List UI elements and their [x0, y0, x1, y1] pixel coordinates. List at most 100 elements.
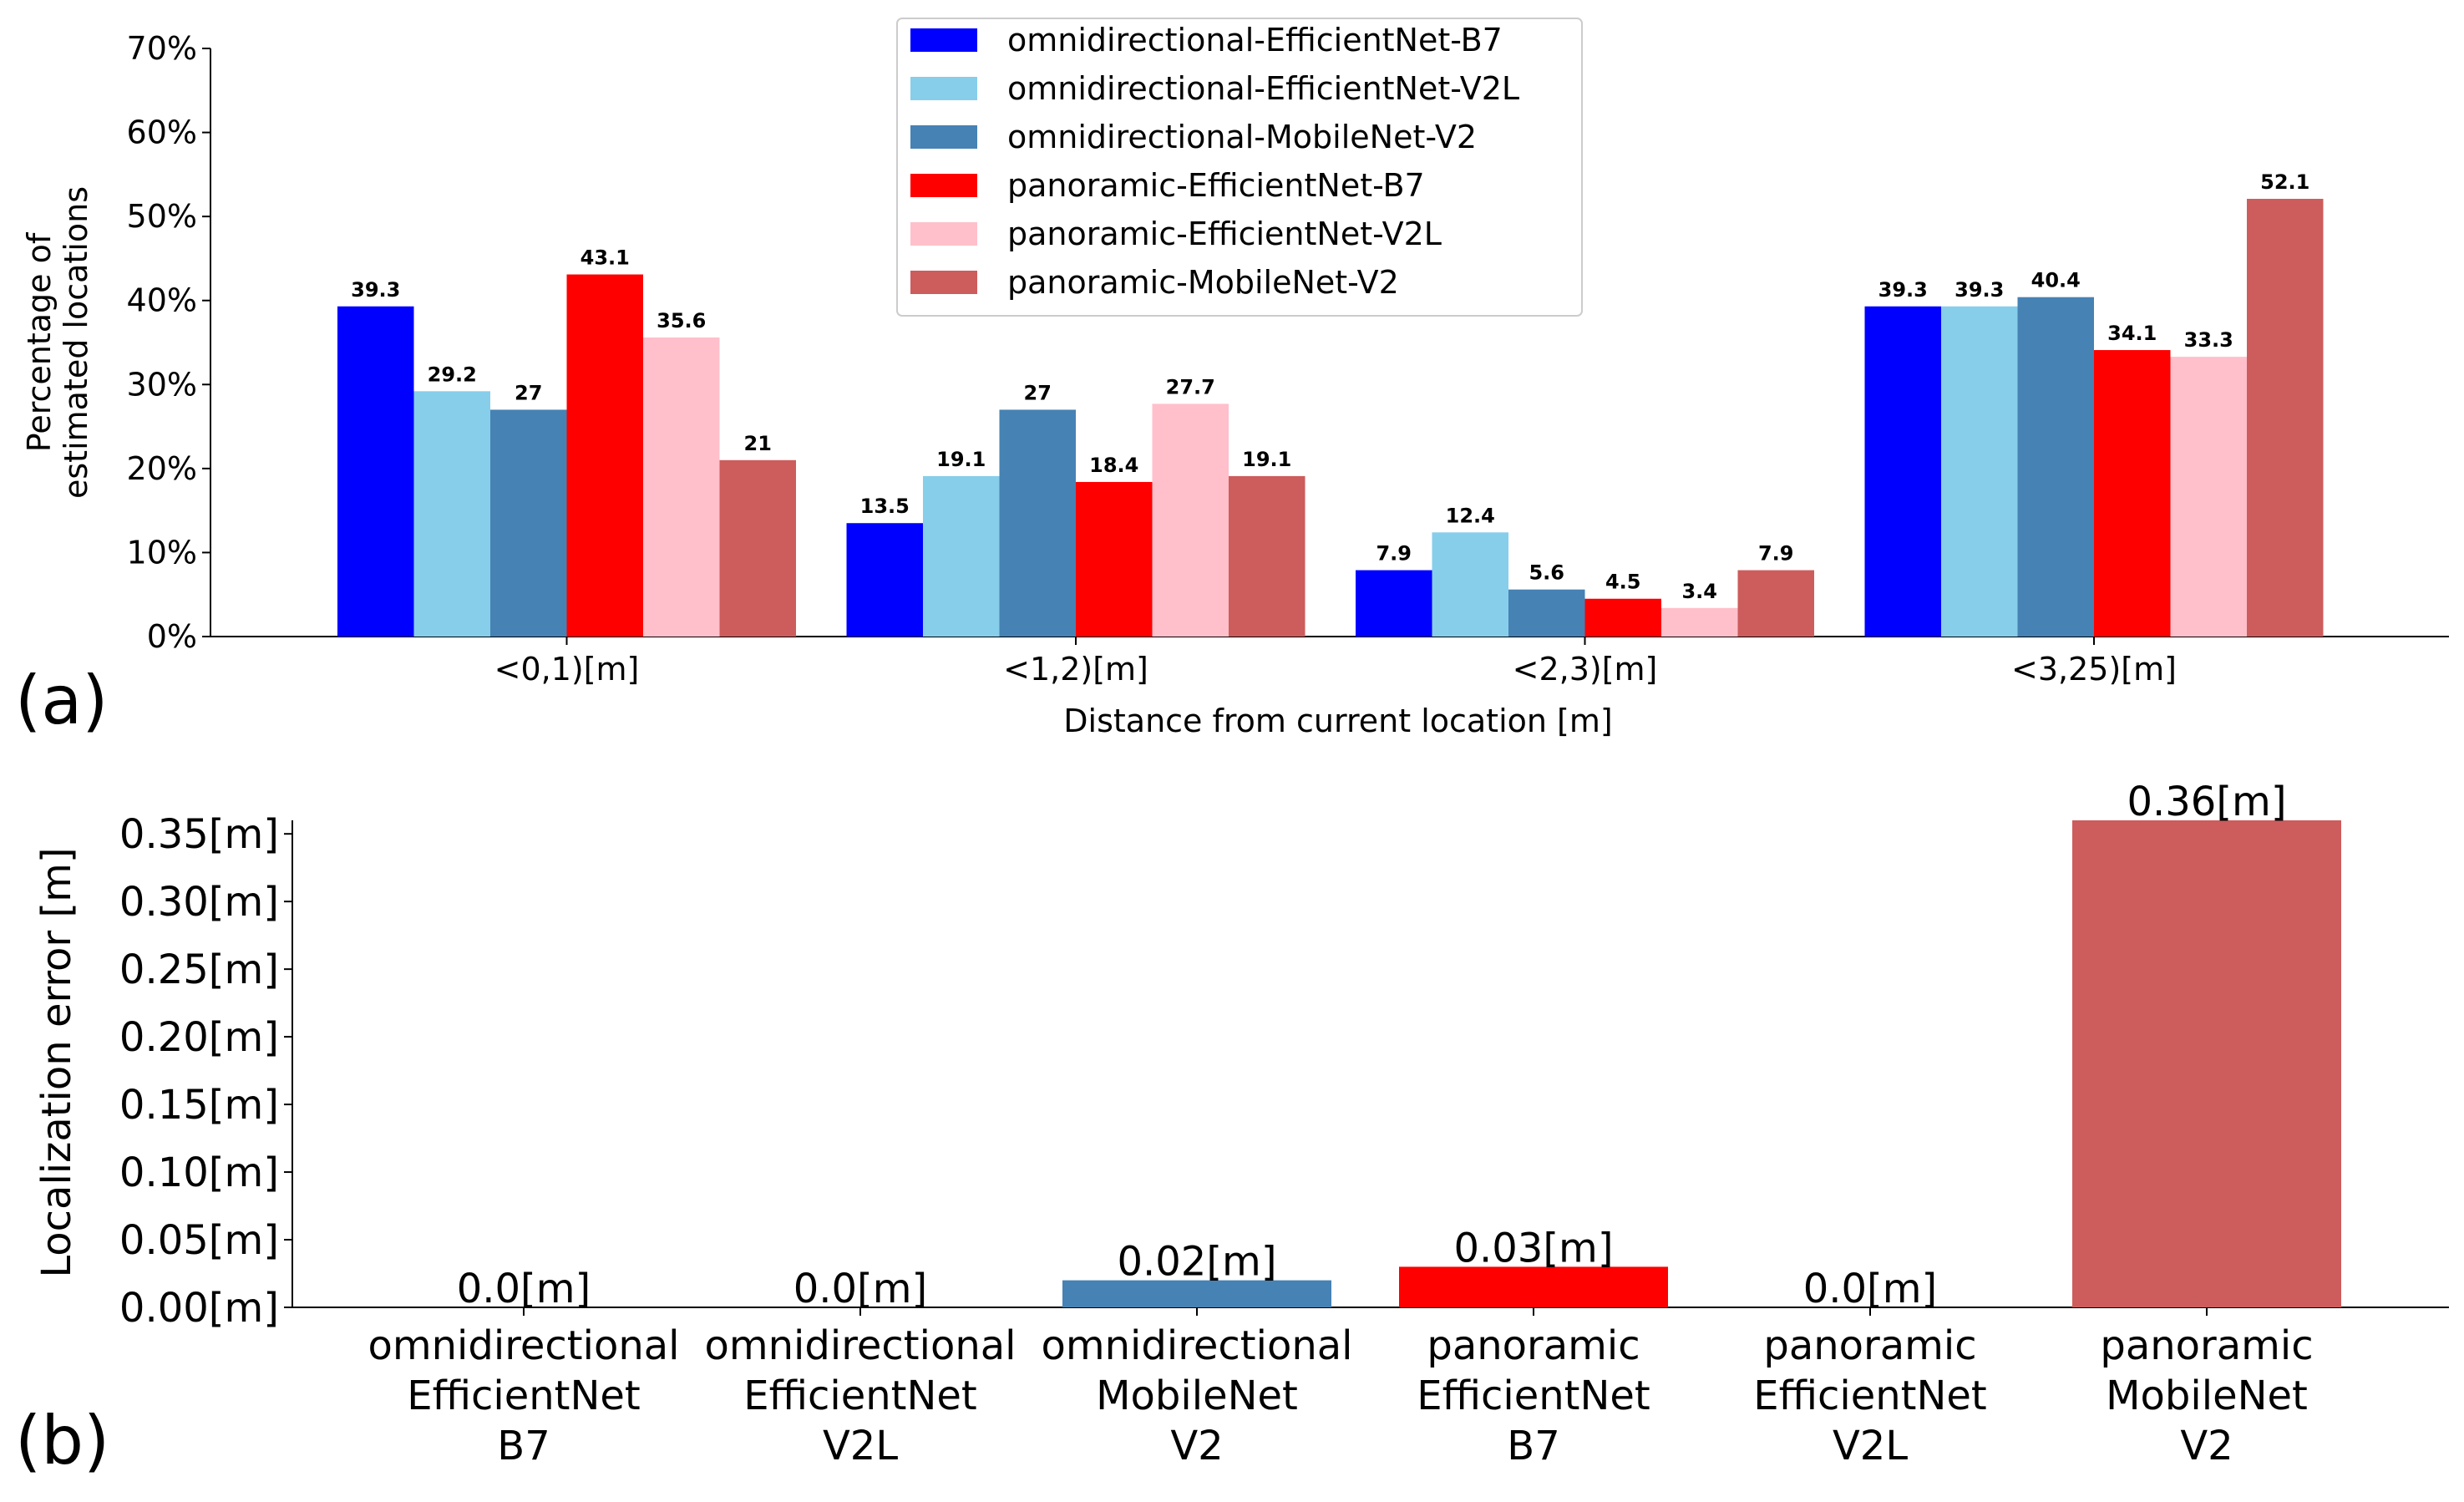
panel-a-bar-value-label: 18.4 [1089, 454, 1138, 477]
panel-a-bar-value-label: 21 [744, 432, 772, 455]
panel-a-legend-label: omnidirectional-EfficientNet-B7 [1007, 22, 1503, 58]
panel-a-y-axis-title-line: estimated locations [58, 186, 94, 499]
panel-a-bar-value-label: 34.1 [2107, 322, 2157, 345]
panel-a-bar-value-label: 7.9 [1376, 542, 1412, 566]
panel-a-legend-swatch [910, 28, 977, 52]
panel-b-x-tick-label-line: panoramic [1427, 1322, 1640, 1369]
panel-a-x-axis-title: Distance from current location [m] [1063, 703, 1612, 739]
panel-a-y-tick-label: 30% [127, 366, 197, 403]
panel-a-bar-value-label: 33.3 [2184, 328, 2233, 352]
panel-a-bar-value-label: 5.6 [1529, 561, 1564, 585]
panel-b-y-tick-label: 0.05[m] [119, 1217, 279, 1264]
panel-a-legend-swatch [910, 125, 977, 149]
panel-a-bar-value-label: 3.4 [1681, 580, 1717, 603]
panel-a-bar [337, 306, 414, 637]
panel-a-bar-value-label: 39.3 [351, 278, 400, 302]
panel-a-bar [719, 459, 796, 637]
panel-a-bar-value-label: 7.9 [1758, 542, 1794, 566]
panel-a-bar [1508, 589, 1585, 637]
panel-a-bar [2017, 297, 2094, 637]
panel-a-bar-value-label: 13.5 [860, 495, 910, 518]
panel-a-bar [999, 409, 1076, 637]
panel-a-y-tick-label: 0% [147, 618, 197, 655]
panel-b-x-tick-label-line: EfficientNet [1753, 1373, 1987, 1419]
panel-b-x-tick-label-line: panoramic [1763, 1322, 1976, 1369]
panel-a-bar-value-label: 4.5 [1605, 571, 1641, 594]
panel-a-bar-value-label: 39.3 [1878, 278, 1928, 302]
panel-b-bar [1399, 1266, 1668, 1307]
panel-a-bar-value-label: 39.3 [1954, 278, 2004, 302]
panel-b-bar-value-label: 0.36[m] [2127, 779, 2286, 825]
panel-a-legend-label: omnidirectional-MobileNet-V2 [1007, 119, 1477, 155]
panel-a-legend-frame [896, 18, 1583, 317]
panel-b-x-tick-label-line: V2 [1170, 1423, 1223, 1469]
panel-a-x-tick-label: <2,3)[m] [1513, 651, 1658, 688]
panel-a-legend-swatch [910, 77, 977, 100]
panel-a-legend-swatch [910, 174, 977, 197]
panel-b-x-tick-label-line: B7 [497, 1423, 550, 1469]
panel-b-y-tick-label: 0.00[m] [119, 1285, 279, 1332]
panel-a-bar [490, 409, 567, 637]
panel-b-bar-value-label: 0.03[m] [1453, 1225, 1613, 1271]
panel-b-x-tick-label-line: V2 [2180, 1423, 2233, 1469]
panel-b-bar-value-label: 0.0[m] [793, 1266, 928, 1312]
panel-b-y-tick-label: 0.20[m] [119, 1014, 279, 1061]
panel-a-bar-value-label: 40.4 [2031, 269, 2081, 292]
panel-b-bar-value-label: 0.02[m] [1117, 1239, 1276, 1286]
panel-b-y-tick-label: 0.15[m] [119, 1082, 279, 1129]
panel-a-y-axis-title-group: Percentage of estimated locations [21, 186, 94, 499]
panel-b-y-tick-label: 0.35[m] [119, 811, 279, 858]
panel-a-bar-value-label: 19.1 [936, 448, 986, 471]
panel-a-bar [413, 391, 490, 637]
panel-b-bar-value-label: 0.0[m] [1803, 1266, 1938, 1312]
panel-a-bar-value-label: 12.4 [1446, 504, 1495, 527]
panel-b-tag: (b) [15, 1402, 109, 1479]
panel-a-bar-value-label: 29.2 [428, 363, 477, 386]
panel-a-x-tick-label: <3,25)[m] [2011, 651, 2177, 688]
panel-a-bar [1864, 306, 1941, 637]
panel-a-legend-label: panoramic-EfficientNet-B7 [1007, 167, 1425, 204]
panel-a-y-tick-label: 70% [127, 30, 197, 67]
panel-a-bar [2247, 199, 2324, 637]
panel-b-x-tick-label-line: EfficientNet [407, 1373, 641, 1419]
panel-a-bar [2170, 357, 2247, 637]
panel-a-bar [1432, 532, 1508, 637]
panel-a-bar-value-label: 52.1 [2260, 170, 2309, 194]
panel-a-bar [1356, 570, 1432, 637]
panel-a-bar-value-label: 35.6 [657, 309, 706, 332]
panel-b-chart: 0.00[m] 0.05[m] 0.10[m] 0.15[m] 0.20[m] 0.25[… [15, 779, 2449, 1479]
panel-a-bar [923, 475, 1000, 637]
panel-a-bar-value-label: 27.7 [1166, 375, 1215, 398]
panel-a-bar [1661, 607, 1738, 637]
panel-b-bar [1062, 1280, 1331, 1307]
panel-b-y-axis-title: Localization error [m] [33, 847, 80, 1277]
panel-a-legend-label: panoramic-MobileNet-V2 [1007, 264, 1399, 301]
panel-a-legend-swatch [910, 271, 977, 294]
panel-a-legend-label: omnidirectional-EfficientNet-V2L [1007, 70, 1519, 107]
panel-a-bar [1737, 570, 1814, 637]
panel-b-x-tick-label-line: B7 [1507, 1423, 1559, 1469]
panel-a-legend-swatch [910, 222, 977, 246]
panel-b-y-tick-label: 0.10[m] [119, 1149, 279, 1196]
panel-a-bar [1152, 403, 1229, 637]
panel-b-bar-value-label: 0.0[m] [457, 1266, 591, 1312]
panel-b-x-tick-label-line: omnidirectional [705, 1322, 1017, 1369]
panel-b-x-tick-label-line: EfficientNet [743, 1373, 977, 1419]
panel-a-bar [1229, 475, 1306, 637]
panel-a-tag: (a) [15, 662, 108, 739]
panel-b-x-tick-label-line: MobileNet [2106, 1373, 2308, 1419]
panel-b-y-tick-label: 0.25[m] [119, 946, 279, 993]
panel-a-bar-value-label: 43.1 [581, 246, 630, 270]
panel-b-bar [2072, 820, 2341, 1307]
panel-a-y-tick-label: 10% [127, 534, 197, 571]
panel-a-legend: omnidirectional-EfficientNet-B7 omnidirec… [896, 18, 1583, 317]
panel-b-y-axis-title-group: Localization error [m] [33, 847, 80, 1277]
panel-b-y-tick-label: 0.30[m] [119, 879, 279, 926]
panel-a-bar-value-label: 27 [1024, 381, 1052, 404]
panel-b-x-tick-label-line: V2L [1833, 1423, 1908, 1469]
panel-a-chart: 0% 10% 20% 30% 40% 50% 60% 70% 39.3 29.2 27 43.1 35.… [15, 18, 2449, 739]
panel-a-bar [1076, 481, 1153, 637]
panel-b-x-tick-label-line: panoramic [2100, 1322, 2313, 1369]
